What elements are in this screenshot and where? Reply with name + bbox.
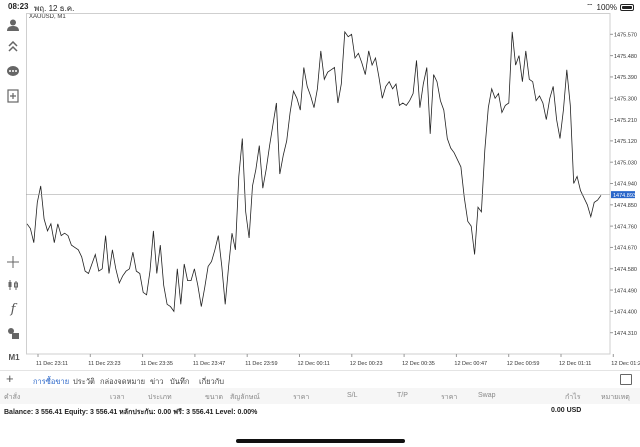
objects-icon[interactable] [5, 325, 21, 341]
x-tick-label: 12 Dec 01:11 [559, 361, 591, 367]
col-comment[interactable]: หมายเหตุ [601, 394, 630, 401]
total-profit: 0.00 USD [551, 407, 582, 414]
status-right: ⌔ 100% [586, 2, 634, 12]
col-type[interactable]: ประเภท [148, 394, 172, 401]
y-tick-label: 1474.400 [614, 310, 637, 316]
current-price-label: 1474.893 [613, 193, 636, 199]
col-time[interactable]: เวลา [110, 394, 125, 401]
col-volume[interactable]: ขนาด [205, 394, 224, 401]
orders-table-header: คำสั่ง เวลา ประเภท ขนาด สัญลักษณ์ ราคา S… [0, 388, 640, 404]
col-order[interactable]: คำสั่ง [4, 394, 21, 401]
y-tick-label: 1474.670 [614, 246, 637, 252]
y-tick-label: 1475.030 [614, 160, 637, 166]
col-sl[interactable]: S/L [347, 392, 358, 399]
x-tick-label: 11 Dec 23:11 [36, 361, 68, 367]
y-tick-label: 1474.310 [614, 331, 637, 337]
y-tick-label: 1475.120 [614, 139, 637, 145]
user-icon[interactable] [5, 17, 21, 33]
y-tick-label: 1474.490 [614, 288, 637, 294]
transfer-icon[interactable] [5, 40, 21, 56]
x-tick-label: 12 Dec 00:35 [402, 361, 435, 367]
status-time: 08:23 [8, 2, 29, 11]
new-order-icon[interactable] [5, 88, 21, 104]
price-line [26, 30, 602, 313]
y-tick-label: 1474.850 [614, 203, 637, 209]
account-summary: Balance: 3 556.41 Equity: 3 556.41 หลักป… [4, 409, 258, 416]
y-tick-label: 1475.480 [614, 54, 637, 60]
wifi-icon: ⌔ [586, 2, 594, 11]
x-tick-label: 11 Dec 23:59 [245, 361, 277, 367]
y-tick-label: 1474.580 [614, 267, 637, 273]
chart-symbol: XAUUSD, M1 [29, 14, 66, 20]
x-tick-label: 12 Dec 01:23 [611, 361, 640, 367]
y-tick-label: 1475.210 [614, 118, 637, 124]
tab-about[interactable]: เกี่ยวกับ [199, 377, 225, 386]
price-chart[interactable]: XAUUSD, M1 1475.570 1475.480 1475.390 1475.… [26, 13, 640, 370]
layout-icon[interactable] [620, 374, 632, 385]
add-icon[interactable]: + [6, 371, 14, 386]
function-icon[interactable]: f [10, 301, 16, 317]
timeframe-button[interactable]: M1 [8, 352, 20, 362]
col-symbol[interactable]: สัญลักษณ์ [230, 394, 260, 401]
tab-history[interactable]: ประวัติ [73, 377, 95, 386]
left-toolbar: f M1 [0, 13, 26, 363]
status-bar: 08:23 พฤ. 12 ธ.ค. ⌔ 100% [0, 0, 640, 13]
y-tick-label: 1474.940 [614, 182, 637, 188]
bottom-tabs: + การซื้อขาย ประวัติ กล่องจดหมาย ข่าว บั… [0, 370, 640, 393]
x-tick-label: 12 Dec 00:47 [454, 361, 487, 367]
x-tick-label: 11 Dec 23:23 [88, 361, 120, 367]
battery-icon [620, 3, 634, 11]
y-tick-label: 1475.390 [614, 75, 637, 81]
battery-percent: 100% [596, 2, 617, 12]
crosshair-icon[interactable] [5, 254, 21, 270]
indicator-icon[interactable] [5, 277, 21, 293]
x-tick-label: 12 Dec 00:23 [350, 361, 383, 367]
col-tp[interactable]: T/P [397, 392, 408, 399]
tab-news[interactable]: ข่าว [150, 377, 164, 386]
col-swap[interactable]: Swap [478, 392, 496, 399]
chat-icon[interactable] [5, 64, 21, 80]
status-date: พฤ. 12 ธ.ค. [34, 4, 75, 13]
y-tick-label: 1475.300 [614, 96, 637, 102]
col-current-price[interactable]: ราคา [441, 394, 458, 401]
home-indicator[interactable] [236, 439, 405, 443]
account-summary-row: Balance: 3 556.41 Equity: 3 556.41 หลักป… [0, 404, 640, 418]
chart-svg[interactable]: 1475.570 1475.480 1475.390 1475.300 1475.210… [26, 13, 640, 370]
x-tick-label: 11 Dec 23:35 [141, 361, 173, 367]
col-profit[interactable]: กำไร [565, 394, 581, 401]
col-price[interactable]: ราคา [293, 394, 310, 401]
tab-journal[interactable]: บันทึก [170, 377, 190, 386]
tab-mailbox[interactable]: กล่องจดหมาย [100, 377, 146, 386]
y-tick-label: 1475.570 [614, 33, 637, 39]
chart-frame [26, 13, 611, 355]
x-tick-label: 12 Dec 00:59 [507, 361, 540, 367]
y-tick-label: 1474.760 [614, 224, 637, 230]
x-tick-label: 11 Dec 23:47 [193, 361, 225, 367]
current-price-tag [611, 191, 635, 199]
x-tick-label: 12 Dec 00:11 [298, 361, 330, 367]
